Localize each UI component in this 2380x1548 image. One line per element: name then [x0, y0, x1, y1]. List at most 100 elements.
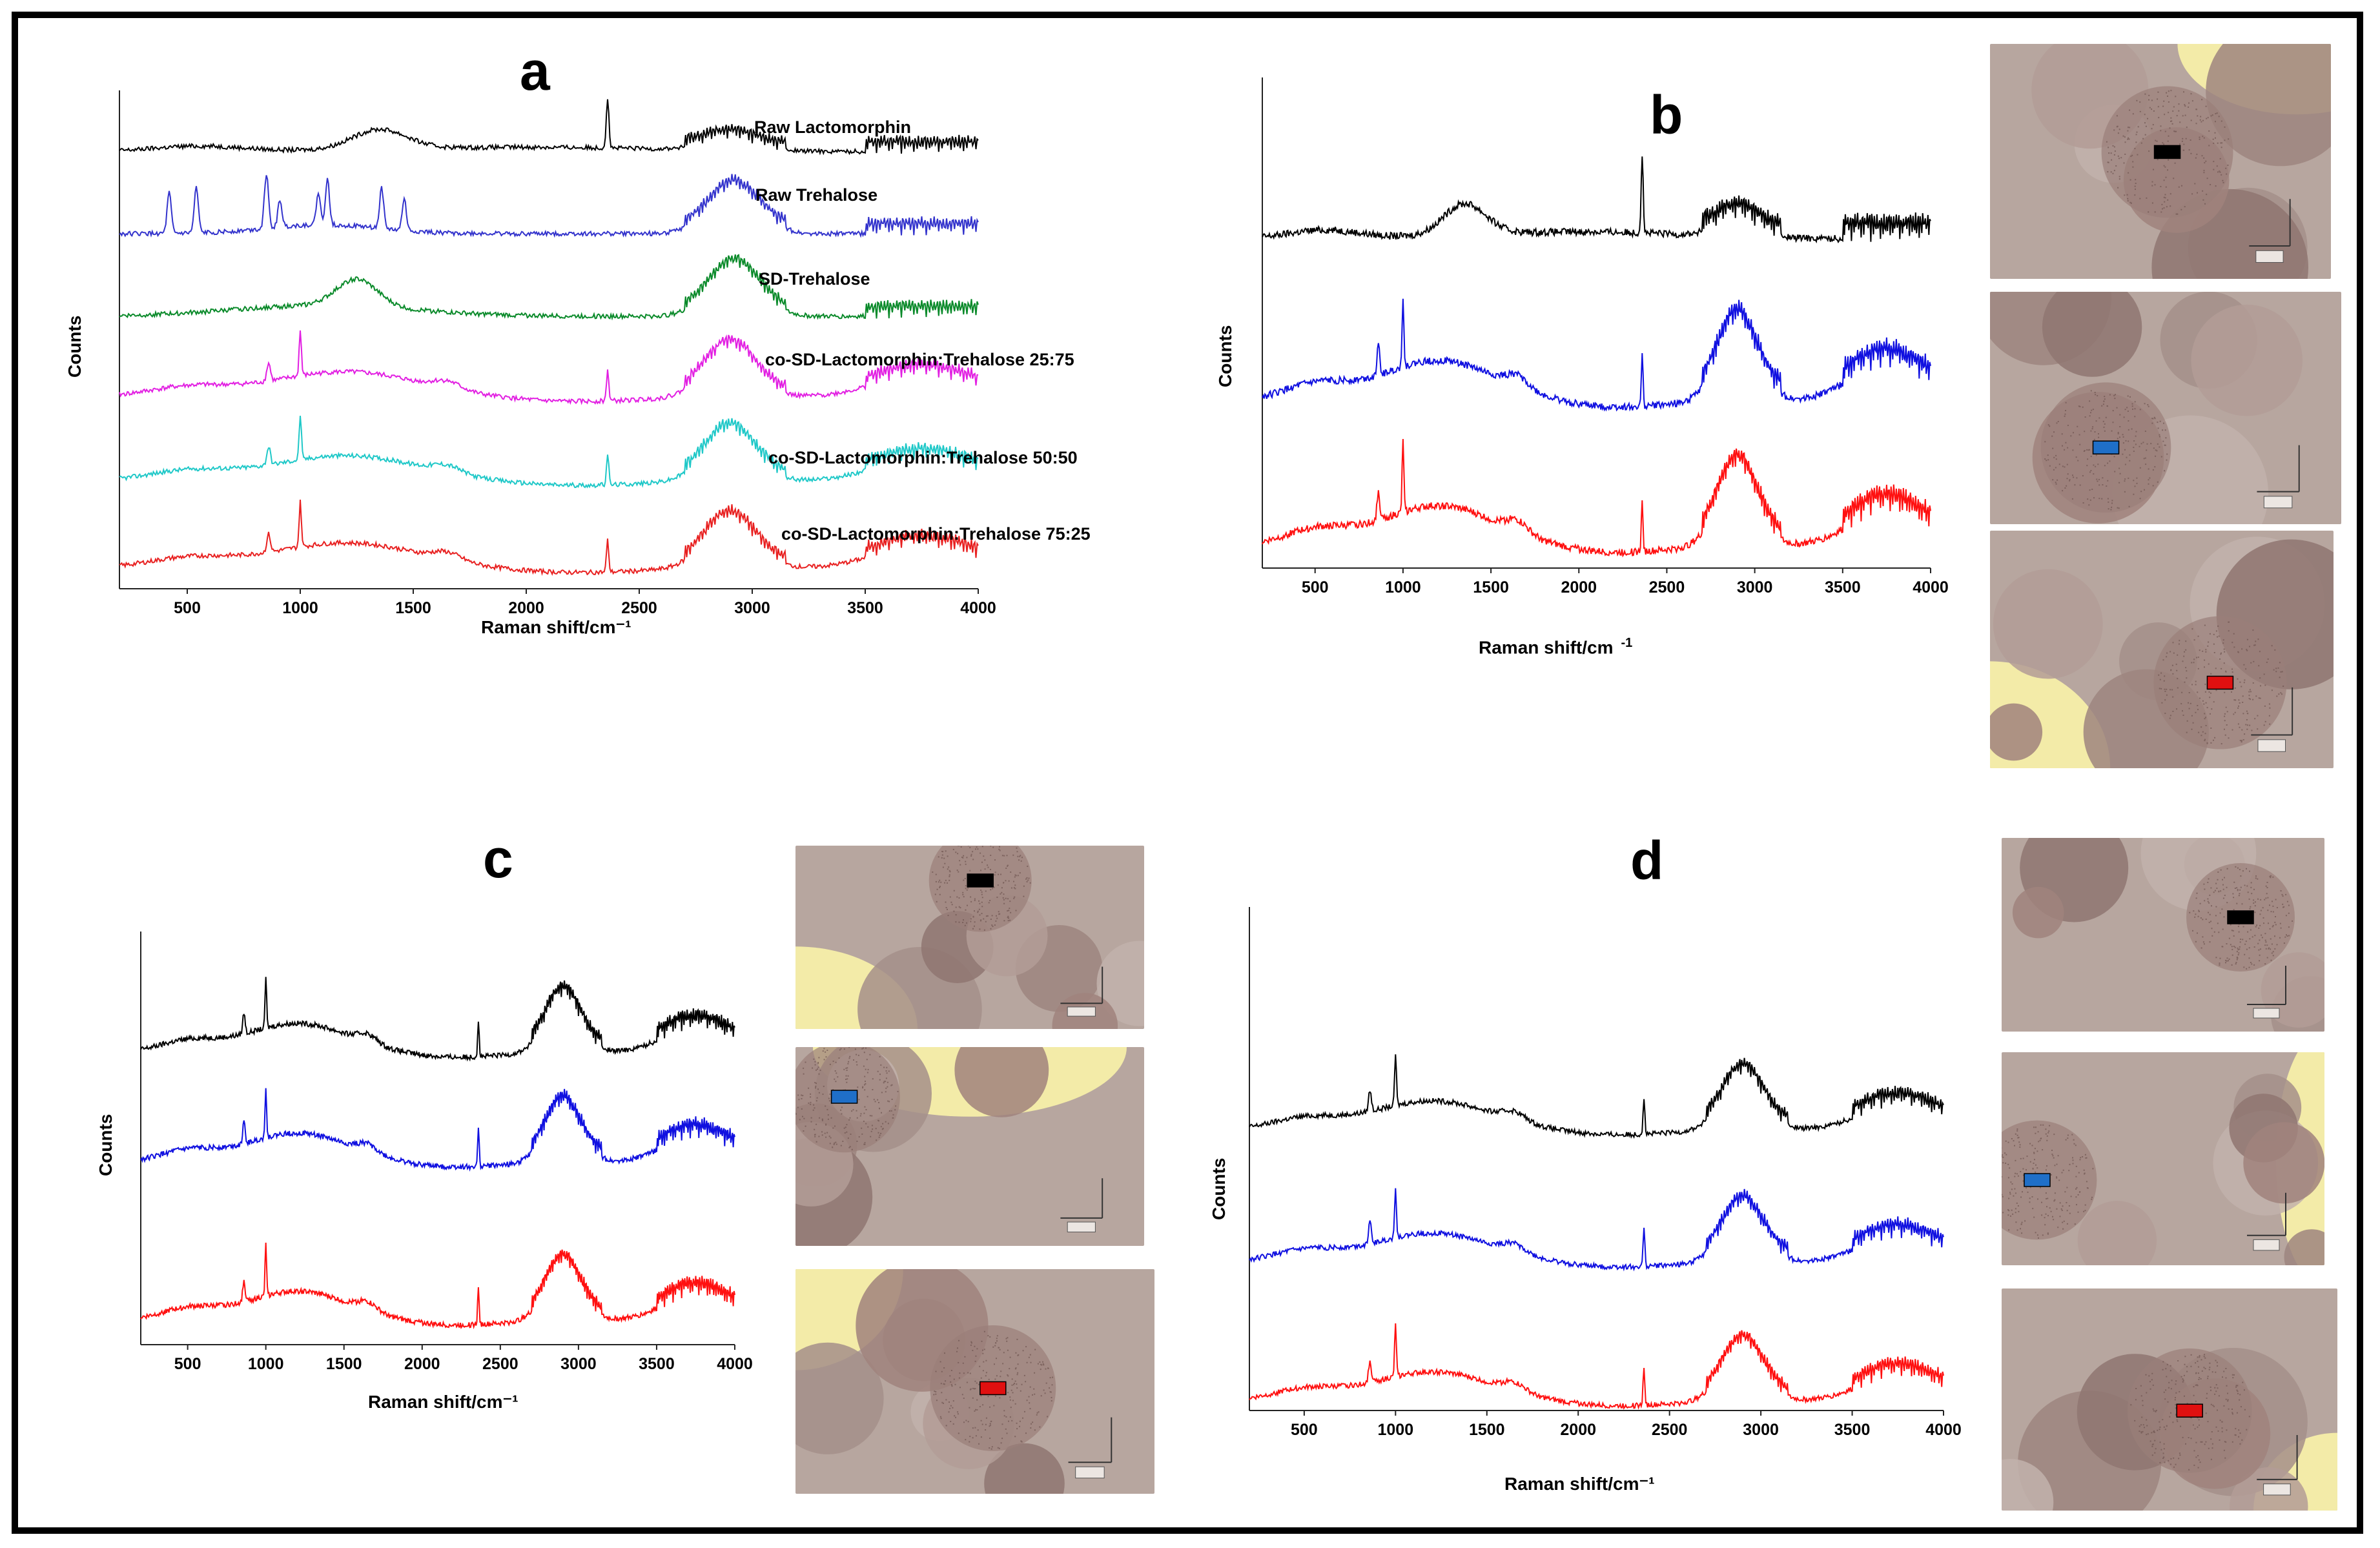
- scale-bar-label: [1075, 1466, 1105, 1479]
- svg-c-tick-label-2500: 2500: [482, 1355, 518, 1373]
- svg-b-tick-label-3500: 3500: [1825, 578, 1861, 596]
- scale-bar: [1060, 1178, 1103, 1219]
- panel-d-letter: d: [1630, 830, 1664, 891]
- svg-c-tick-label-500: 500: [174, 1355, 201, 1373]
- micrograph-particle: [984, 1443, 1065, 1494]
- panel-a-chart: 500 1000 1500 2000 2500 3000 3500 4000 Raw Lacto…: [119, 90, 1091, 617]
- micrograph-image: [795, 1269, 1154, 1494]
- scale-bar-label: [2255, 250, 2284, 263]
- measurement-marker: [2153, 145, 2181, 159]
- scale-bar-label: [1067, 1221, 1096, 1232]
- svg-a-series-1: [119, 174, 979, 238]
- svg-d-tick-label-2500: 2500: [1652, 1421, 1688, 1439]
- micrograph-c-2: [795, 1047, 1144, 1246]
- svg-c-series-0: [140, 977, 735, 1062]
- svg-c-series-1: [140, 1088, 735, 1172]
- panel-b-letter: b: [1650, 85, 1683, 145]
- svg-d-series-1: [1249, 1188, 1944, 1272]
- svg-a-series-2: [119, 254, 979, 321]
- micrograph-particle: [1993, 569, 2103, 679]
- svg-c-axes: 500 1000 1500 2000 2500 3000 3500 4000: [140, 932, 753, 1373]
- micrograph-texture: [2002, 1124, 2094, 1239]
- panel-b: b 500 1000 1500 2000 2500 3000 3500 4000 Counts…: [1215, 77, 1949, 658]
- panel-b-xlabel-text: Raman shift/cm: [1479, 637, 1614, 658]
- micrograph-c-3: [795, 1269, 1154, 1494]
- micrograph-particle: [2042, 292, 2142, 377]
- svg-d-tick-label-1500: 1500: [1469, 1421, 1505, 1439]
- micrograph-image: [795, 846, 1144, 1029]
- measurement-marker: [980, 1381, 1007, 1396]
- micrograph-image: [1990, 531, 2334, 768]
- micrograph-particle: [2191, 304, 2303, 416]
- scale-bar-label: [2263, 1483, 2291, 1496]
- svg-b-tick-label-2500: 2500: [1649, 578, 1685, 596]
- panel-c-letter: c: [483, 828, 513, 889]
- svg-d-series-0: [1249, 1054, 1944, 1139]
- micrograph-texture: [795, 1047, 899, 1150]
- micrograph-c-1: [795, 846, 1144, 1029]
- micrograph-texture: [932, 846, 1031, 931]
- micrograph-image: [795, 1047, 1144, 1246]
- svg-d-tick-label-4000: 4000: [1925, 1421, 1962, 1439]
- svg-c-tick-label-3500: 3500: [639, 1355, 675, 1373]
- micrograph-b-2: [1990, 292, 2341, 524]
- panel-d: d 500 1000 1500 2000 2500 3000 3500 4000 Counts…: [0, 775, 2380, 1548]
- svg-c-tick-label-1500: 1500: [326, 1355, 362, 1373]
- micrograph-d-3: [2002, 1288, 2337, 1511]
- svg-d-tick-label-3000: 3000: [1743, 1421, 1779, 1439]
- svg-d-tick-label-2000: 2000: [1560, 1421, 1596, 1439]
- svg-d-series-2: [1249, 1323, 1944, 1410]
- svg-a-series-0: [119, 99, 979, 156]
- micrograph-particle: [795, 1342, 884, 1454]
- measurement-marker: [2206, 675, 2234, 690]
- svg-a-series-label-4: co-SD-Lactomorphin:Trehalose 50:50: [768, 448, 1078, 467]
- svg-c-series-2: [140, 1242, 735, 1330]
- svg-a-series-3: [119, 330, 979, 405]
- svg-a-tick-label-3500: 3500: [847, 599, 883, 617]
- svg-a-series-label-1: Raw Trehalose: [755, 185, 877, 205]
- micrograph-image: [2002, 1288, 2337, 1511]
- svg-d-tick-label-1000: 1000: [1378, 1421, 1414, 1439]
- panel-c-chart: 500 1000 1500 2000 2500 3000 3500 4000: [140, 932, 753, 1373]
- measurement-marker: [2092, 440, 2120, 454]
- svg-b-tick-label-1500: 1500: [1473, 578, 1509, 596]
- svg-a-axes: 500 1000 1500 2000 2500 3000 3500 4000: [119, 90, 996, 617]
- micrograph-b-1: [1990, 44, 2331, 279]
- svg-b-tick-label-1000: 1000: [1385, 578, 1421, 596]
- svg-a-tick-label-500: 500: [174, 599, 201, 617]
- svg-d-axes: 500 1000 1500 2000 2500 3000 3500 4000: [1249, 907, 1962, 1439]
- scale-bar: [2257, 445, 2300, 493]
- svg-a-tick-label-2500: 2500: [621, 599, 657, 617]
- panel-d-ylabel: Counts: [1209, 1157, 1229, 1220]
- svg-a-series-5: [119, 500, 979, 576]
- panel-d-chart: 500 1000 1500 2000 2500 3000 3500 4000: [1249, 907, 1962, 1439]
- svg-c-tick-label-2000: 2000: [404, 1355, 440, 1373]
- micrograph-image: [1990, 44, 2331, 279]
- svg-b-tick-label-2000: 2000: [1561, 578, 1597, 596]
- panel-c: c 500 1000 1500 2000 2500 3000 3500 4000 Counts…: [0, 775, 1227, 1548]
- svg-a-series-label-2: SD-Trehalose: [759, 269, 870, 289]
- svg-a-tick-label-1000: 1000: [282, 599, 318, 617]
- micrograph-main-particle: [928, 846, 1032, 932]
- panel-b-xlabel-sup: -1: [1621, 636, 1633, 650]
- svg-b-tick-label-4000: 4000: [1913, 578, 1949, 596]
- scale-bar: [2247, 1192, 2286, 1236]
- svg-b-series-0: [1262, 156, 1931, 244]
- svg-a-series-label-3: co-SD-Lactomorphin:Trehalose 25:75: [765, 350, 1074, 369]
- micrograph-particle: [2077, 1201, 2157, 1265]
- micrograph-texture: [2189, 866, 2293, 970]
- micrograph-particle: [2284, 1229, 2324, 1265]
- svg-b-axes: 500 1000 1500 2000 2500 3000 3500 4000: [1262, 77, 1949, 596]
- figure-frame: [12, 12, 2363, 1534]
- svg-a-tick-label-3000: 3000: [734, 599, 770, 617]
- svg-b-tick-label-3000: 3000: [1737, 578, 1773, 596]
- scale-bar: [2247, 966, 2286, 1005]
- scale-bar-label: [2253, 1239, 2280, 1251]
- svg-b-series-2: [1262, 438, 1931, 558]
- micrograph-d-2: [2002, 1052, 2324, 1265]
- scale-bar-label: [1067, 1006, 1096, 1017]
- measurement-marker: [2176, 1403, 2203, 1418]
- svg-a-series-4: [119, 416, 979, 489]
- scale-bar-label: [2257, 739, 2286, 752]
- svg-c-tick-label-1000: 1000: [248, 1355, 284, 1373]
